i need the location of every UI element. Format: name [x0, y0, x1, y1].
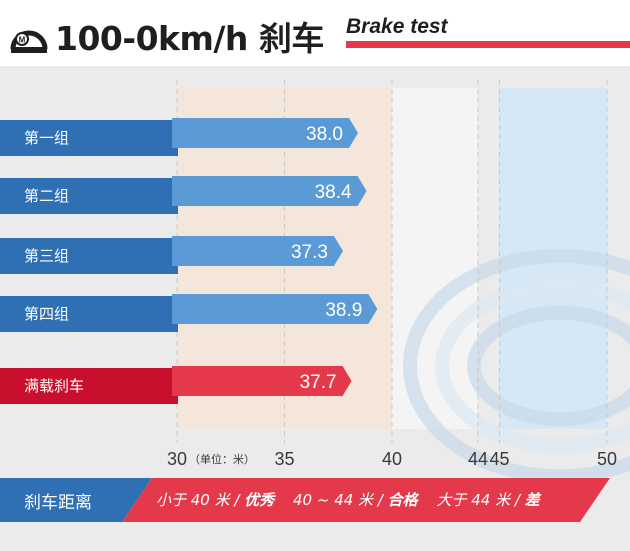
bar-0	[172, 118, 358, 148]
category-tab-2	[0, 238, 178, 274]
title-accent-bar	[346, 41, 630, 48]
x-tick-label-30: 30	[167, 449, 187, 469]
chart-header: M 100-0km/h 刹车 Brake test	[0, 0, 630, 66]
bar-value-label-0: 38.0	[306, 124, 343, 145]
bar-value-label-3: 38.9	[325, 300, 362, 321]
legend-range-poor: 大于 44 米 /	[436, 491, 525, 509]
x-tick-label-45: 45	[489, 449, 509, 469]
legend-grade-pass: 合格	[387, 491, 418, 509]
category-tab-1	[0, 178, 178, 214]
svg-text:M: M	[19, 36, 26, 45]
x-tick-label-50: 50	[597, 449, 617, 469]
category-label-4: 满载刹车	[24, 377, 84, 395]
chart-plot-area: 第一组 38.0 第二组 38.4 第三组 37.3 第四组 38.9 满载刹车 37.7 30 35…	[0, 66, 630, 551]
bar-2	[172, 236, 343, 266]
category-tab-3	[0, 296, 178, 332]
x-tick-label-44: 44	[468, 449, 488, 469]
bar-value-label-4: 37.7	[300, 372, 337, 393]
category-label-0: 第一组	[24, 129, 69, 147]
bar-3	[172, 294, 378, 324]
bar-value-label-2: 37.3	[291, 242, 328, 263]
legend-background	[0, 478, 610, 522]
chart-title: 100-0km/h 刹车	[55, 19, 324, 58]
category-tab-4	[0, 368, 178, 404]
swirl-ring-2	[467, 305, 630, 427]
legend-strip: 刹车距离 小于 40 米 / 优秀 40 ~ 44 米 / 合格 大于 44 米…	[0, 478, 630, 522]
swirl-ring-0	[403, 248, 630, 484]
legend-grade-excellent: 优秀	[244, 491, 275, 509]
x-tick-label-40: 40	[382, 449, 402, 469]
category-label-3: 第四组	[24, 305, 69, 323]
chart-subtitle: Brake test	[346, 15, 448, 38]
bar-chart: 第一组 38.0 第二组 38.4 第三组 37.3 第四组 38.9 满载刹车 37.7 30 35…	[0, 80, 630, 484]
speedometer-m-icon: M	[10, 30, 48, 53]
legend-items: 小于 40 米 / 优秀 40 ~ 44 米 / 合格 大于 44 米 / 差	[156, 489, 540, 510]
bar-4	[172, 366, 352, 396]
x-tick-label-35: 35	[274, 449, 294, 469]
legend-grade-poor: 差	[524, 491, 540, 509]
category-tab-0	[0, 120, 178, 156]
bar-1	[172, 176, 367, 206]
legend-range-excellent: 小于 40 米 /	[156, 491, 245, 509]
swirl-ring-1	[435, 279, 630, 453]
category-label-1: 第二组	[24, 187, 69, 205]
legend-range-pass: 40 ~ 44 米 /	[293, 491, 388, 509]
legend-label: 刹车距离	[24, 493, 92, 513]
bar-value-label-1: 38.4	[315, 182, 352, 203]
category-label-2: 第三组	[24, 247, 69, 265]
x-unit-label: （单位：米）	[189, 452, 255, 466]
